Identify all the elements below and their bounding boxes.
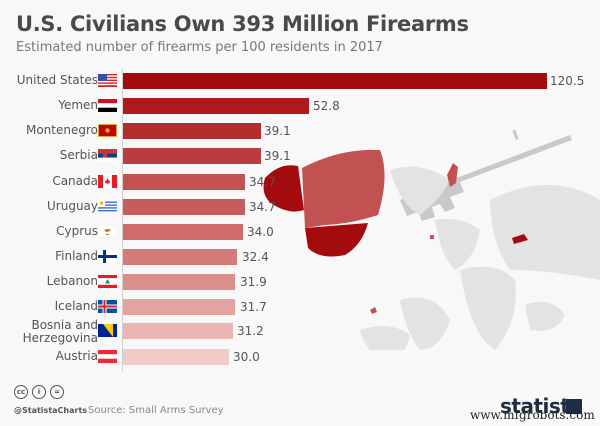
iceland-flag-icon (98, 300, 117, 313)
country-label: Uruguay (47, 199, 98, 213)
bar-row-bosnia-and-herzegovina: Bosnia and Herzegovina 31.2 (0, 319, 600, 345)
bar (123, 174, 245, 190)
bar-row-finland: Finland 32.4 (0, 245, 600, 270)
value-label: 31.9 (240, 275, 267, 289)
world-map-icon (263, 129, 600, 350)
value-label: 34.0 (247, 225, 274, 239)
source-note: Source: Small Arms Survey (88, 405, 224, 416)
statista-logo-mark-icon (566, 399, 582, 414)
alaska-shape (263, 165, 304, 212)
country-label: Canada (52, 174, 98, 188)
bosnia-flag-icon (98, 324, 117, 337)
bar (123, 73, 547, 89)
country-label-line2: Herzegovina (22, 331, 98, 345)
lebanon-flag-icon (98, 275, 117, 288)
bar-row-yemen: Yemen 52.8 (0, 94, 600, 119)
twitter-handle[interactable]: @StatistaCharts (14, 406, 88, 415)
country-label: Iceland (54, 299, 98, 313)
license-icons: cc i = (14, 385, 64, 399)
bar (123, 274, 235, 290)
chart-title: U.S. Civilians Own 393 Million Firearms (16, 12, 469, 36)
value-label: 32.4 (242, 250, 269, 264)
bar-row-lebanon: Lebanon 31.9 (0, 270, 600, 295)
country-label: Serbia (59, 148, 98, 162)
bar (123, 98, 309, 114)
value-label: 52.8 (313, 99, 340, 113)
chart-subtitle: Estimated number of firearms per 100 res… (16, 40, 383, 55)
canada-flag-icon (98, 175, 117, 188)
creative-commons-icon[interactable]: cc (14, 385, 28, 399)
country-label: Cyprus (56, 224, 98, 238)
watermark: www.mfgrobots.com (470, 408, 595, 422)
value-label: 120.5 (550, 74, 585, 88)
austria-flag-icon (98, 350, 117, 363)
value-label: 34.7 (249, 175, 276, 189)
finland-flag-icon (98, 250, 117, 263)
country-label: Lebanon (46, 274, 98, 288)
montenegro-flag-icon (98, 124, 117, 137)
bar (123, 349, 229, 365)
bar (123, 148, 261, 164)
country-label: Bosnia and Herzegovina (23, 319, 98, 345)
bar (123, 199, 245, 215)
bar-row-austria: Austria 30.0 (0, 345, 600, 370)
value-label: 30.0 (233, 350, 260, 364)
value-label: 31.2 (237, 324, 264, 338)
country-label: Finland (55, 249, 98, 263)
uruguay-flag-icon (98, 200, 117, 213)
rifle-icon (400, 129, 572, 221)
country-label: Austria (55, 349, 98, 363)
value-label: 39.1 (264, 149, 291, 163)
bar (123, 123, 261, 139)
country-label-line1: Bosnia and (31, 318, 98, 332)
country-label: United States (16, 73, 98, 87)
y-axis-line (122, 68, 123, 372)
attribution-icon[interactable]: i (32, 385, 46, 399)
usa-shape (305, 223, 368, 257)
bar (123, 249, 237, 265)
bar (123, 323, 233, 339)
us-flag-icon (98, 74, 117, 87)
bar-row-montenegro: Montenegro 39.1 (0, 119, 600, 144)
bar-row-serbia: Serbia 39.1 (0, 144, 600, 169)
serbia-flag-icon (98, 149, 117, 162)
bar (123, 299, 235, 315)
bar-row-cyprus: Cyprus 34.0 (0, 220, 600, 245)
canada-shape (302, 149, 385, 228)
cyprus-flag-icon (98, 225, 117, 238)
bar-row-iceland: Iceland 31.7 (0, 295, 600, 320)
value-label: 34.7 (249, 200, 276, 214)
value-label: 31.7 (240, 300, 267, 314)
no-derivatives-icon[interactable]: = (50, 385, 64, 399)
country-label: Yemen (58, 98, 98, 112)
yemen-flag-icon (98, 99, 117, 112)
bar-row-uruguay: Uruguay 34.7 (0, 195, 600, 220)
bar-row-canada: Canada 34.7 (0, 170, 600, 195)
country-label: Montenegro (25, 123, 98, 137)
bar-row-united-states: United States 120.5 (0, 69, 600, 94)
value-label: 39.1 (264, 124, 291, 138)
bar (123, 224, 243, 240)
